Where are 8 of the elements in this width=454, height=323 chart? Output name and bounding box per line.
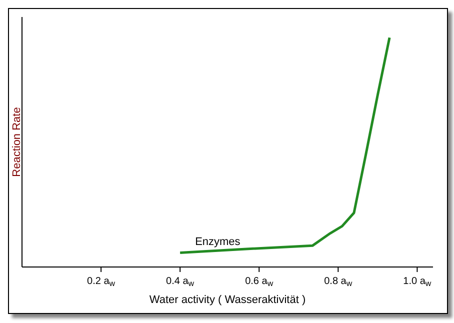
x-tick-label: 1.0 a$_{w}$	[403, 276, 432, 288]
series-label: Enzymes	[195, 236, 241, 248]
x-tick-label: 0.6 a$_{w}$	[245, 276, 274, 288]
x-tick-label: 0.4 a$_{w}$	[166, 276, 194, 288]
x-tick-label: 0.2 a$_{w}$	[87, 276, 116, 288]
y-axis-title: Reaction Rate	[11, 107, 23, 177]
x-axis-title: Water activity ( Wasseraktivität )	[149, 294, 306, 306]
x-tick-label: 0.8 a$_{w}$	[324, 276, 352, 288]
